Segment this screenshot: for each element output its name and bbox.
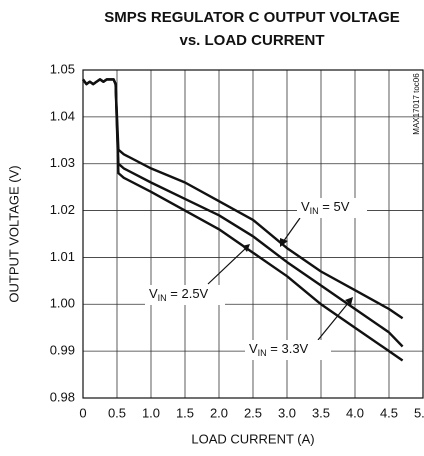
annotation-sub: IN [258, 348, 267, 358]
arrow [282, 217, 301, 243]
x-tick-label: 3.5 [312, 405, 330, 420]
x-tick-label: 1.5 [176, 405, 194, 420]
annotation: VIN = 3.3V [249, 341, 309, 358]
y-tick-label: 1.00 [50, 296, 75, 311]
lines [82, 78, 404, 362]
annotation-sub: IN [158, 293, 167, 303]
annotation-text: V [301, 199, 310, 214]
annotation-text: V [249, 341, 258, 356]
annotation: VIN = 5V [301, 199, 350, 216]
arrow [317, 301, 350, 341]
side-note: MAX17017 toc06 [412, 73, 421, 135]
annotation-text: = 5V [319, 199, 350, 214]
annotation-text: V [149, 286, 158, 301]
arrowhead [280, 238, 288, 247]
x-tick-label: 2.5 [244, 405, 262, 420]
label-bg [245, 340, 331, 360]
x-tick-label: 0 [79, 405, 86, 420]
plot-frame [82, 69, 424, 399]
y-tick-label: 0.98 [50, 389, 75, 404]
x-tick-label: 3.0 [278, 405, 296, 420]
chart-title: SMPS REGULATOR C OUTPUT VOLTAGE [104, 9, 400, 26]
arrow [207, 247, 247, 285]
x-tick-label: 4.5 [380, 405, 398, 420]
annotation-text: = 2.5V [167, 286, 209, 301]
arrowhead [242, 244, 250, 252]
y-axis-label: OUTPUT VOLTAGE (V) [6, 165, 21, 302]
arrowhead [345, 297, 353, 305]
x-tick-label: 5.0 [414, 405, 424, 420]
x-tick-label: 2.0 [210, 405, 228, 420]
label-bg [297, 198, 367, 218]
y-tick-label: 1.03 [50, 155, 75, 170]
y-tick-label: 0.99 [50, 343, 75, 358]
chart-subtitle: vs. LOAD CURRENT [179, 32, 324, 49]
x-axis-label: LOAD CURRENT (A) [191, 431, 314, 446]
label-bg [145, 285, 225, 305]
y-tick-label: 1.01 [50, 249, 75, 264]
annotation-text: = 3.3V [267, 341, 309, 356]
series-line [82, 78, 404, 362]
annotation: VIN = 2.5V [149, 286, 209, 303]
x-tick-label: 0.5 [108, 405, 126, 420]
y-tick-label: 1.02 [50, 202, 75, 217]
x-tick-label: 1.0 [142, 405, 160, 420]
y-tick-label: 1.05 [50, 61, 75, 76]
x-tick-label: 4.0 [346, 405, 364, 420]
annotation-sub: IN [310, 206, 319, 216]
y-tick-label: 1.04 [50, 108, 75, 123]
